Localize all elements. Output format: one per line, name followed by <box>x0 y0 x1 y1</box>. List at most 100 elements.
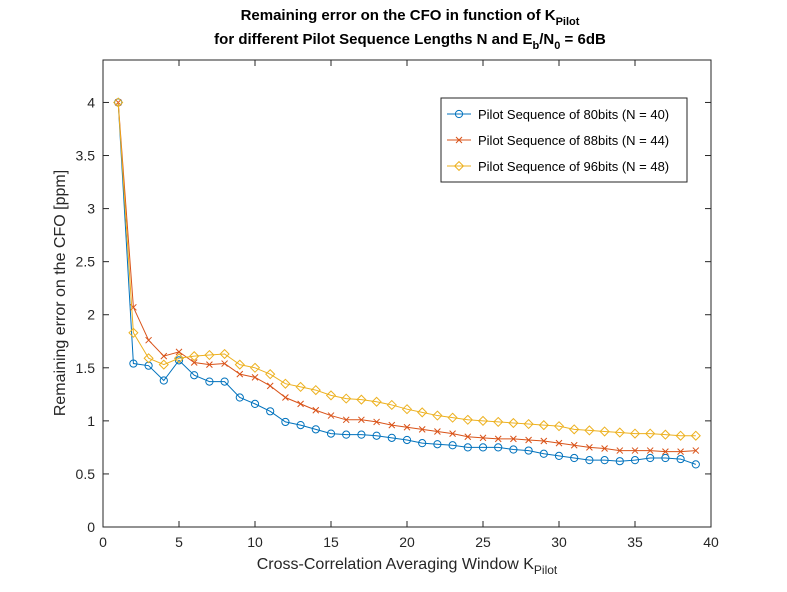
data-point <box>236 370 244 378</box>
legend-marker <box>455 136 463 144</box>
data-point <box>205 377 214 386</box>
data-point <box>691 460 700 469</box>
data-point <box>219 348 230 360</box>
data-point <box>677 448 684 455</box>
data-point <box>540 437 548 445</box>
x-axis-ticks: 0 5 10 15 20 25 30 35 40 <box>99 60 719 550</box>
x-tick-label: 5 <box>175 534 183 550</box>
data-point <box>631 447 639 454</box>
data-point <box>327 412 335 419</box>
data-point <box>509 445 518 454</box>
data-point <box>371 396 382 407</box>
x-axis-label: Cross-Correlation Averaging Window KPilo… <box>257 556 558 577</box>
data-point <box>477 415 489 426</box>
data-point <box>280 378 291 389</box>
data-point <box>600 456 609 465</box>
data-point <box>388 421 396 429</box>
legend-entry-3: Pilot Sequence of 96bits (N = 48) <box>447 159 669 174</box>
data-point <box>325 390 337 401</box>
data-point <box>645 428 656 439</box>
data-point <box>358 416 365 424</box>
data-point <box>342 430 351 439</box>
legend-label: Pilot Sequence of 80bits (N = 40) <box>478 107 669 122</box>
series-layer <box>113 97 701 469</box>
data-point <box>249 362 261 373</box>
data-point <box>386 399 397 411</box>
y-tick-label: 4 <box>87 94 95 110</box>
data-point <box>646 447 654 454</box>
chart-title-line-1-main: Remaining error on the CFO in function o… <box>241 7 556 24</box>
data-point <box>297 400 304 408</box>
data-point <box>586 444 593 451</box>
chart-title-line-2-subscript-b: b <box>533 40 540 52</box>
data-point <box>173 353 185 364</box>
data-point <box>190 371 199 380</box>
data-point <box>204 349 215 361</box>
data-point <box>403 423 411 431</box>
data-point <box>553 421 565 432</box>
data-point <box>614 427 625 438</box>
data-point <box>372 431 381 440</box>
data-point <box>266 407 275 416</box>
data-point <box>478 443 488 452</box>
data-point <box>312 406 320 414</box>
data-point <box>463 443 472 452</box>
series-line-1 <box>117 102 696 465</box>
y-axis-ticks: 0 0.5 1 1.5 2 2.5 3 3.5 4 <box>76 94 711 535</box>
data-point <box>462 414 473 425</box>
data-point <box>189 351 200 362</box>
data-point <box>160 352 168 360</box>
data-point <box>569 424 580 435</box>
data-point <box>145 336 152 344</box>
legend-entries: Pilot Sequence of 80bits (N = 40) Pilot S… <box>447 107 669 174</box>
y-tick-label: 2 <box>87 307 95 323</box>
data-point <box>493 416 504 428</box>
series-1 <box>114 98 700 469</box>
data-point <box>158 359 169 370</box>
data-point <box>464 433 472 441</box>
data-point <box>676 454 685 464</box>
data-point <box>174 356 184 365</box>
data-point <box>434 428 441 435</box>
chart-title-line-2-end: = 6dB <box>560 31 606 48</box>
legend-label: Pilot Sequence of 96bits (N = 48) <box>478 159 669 174</box>
data-point <box>599 426 610 437</box>
data-point <box>159 376 168 385</box>
legend-marker <box>453 160 465 172</box>
data-point <box>660 429 671 440</box>
data-point <box>525 436 532 444</box>
data-point <box>629 428 641 439</box>
data-point <box>690 430 701 441</box>
x-tick-label: 40 <box>703 534 719 550</box>
data-point <box>387 433 396 442</box>
data-point <box>113 97 124 108</box>
data-point <box>524 446 533 455</box>
data-point <box>296 421 305 430</box>
data-point <box>661 453 670 463</box>
data-point <box>555 439 563 447</box>
data-point <box>282 394 289 401</box>
data-point <box>206 361 213 368</box>
data-point <box>510 435 517 443</box>
chart-title-line-2-subscript-0: 0 <box>554 40 560 52</box>
y-tick-label: 3.5 <box>76 148 96 164</box>
chart-title-line-1: Remaining error on the CFO in function o… <box>241 7 580 28</box>
data-point <box>221 360 228 367</box>
data-point <box>418 439 427 448</box>
data-point <box>538 420 549 431</box>
y-tick-label: 2.5 <box>76 254 96 270</box>
data-point <box>630 456 640 465</box>
data-point <box>585 456 594 465</box>
data-point <box>265 369 276 380</box>
data-point <box>295 381 306 393</box>
chart-title-line-2-slash-n: /N <box>539 31 554 48</box>
x-tick-label: 35 <box>627 534 643 550</box>
legend-entry-2: Pilot Sequence of 88bits (N = 44) <box>447 133 669 148</box>
data-point <box>220 377 229 386</box>
data-point <box>539 449 548 458</box>
x-tick-label: 15 <box>323 534 339 550</box>
data-point <box>175 348 183 356</box>
data-point <box>356 394 367 405</box>
data-point <box>128 327 139 338</box>
